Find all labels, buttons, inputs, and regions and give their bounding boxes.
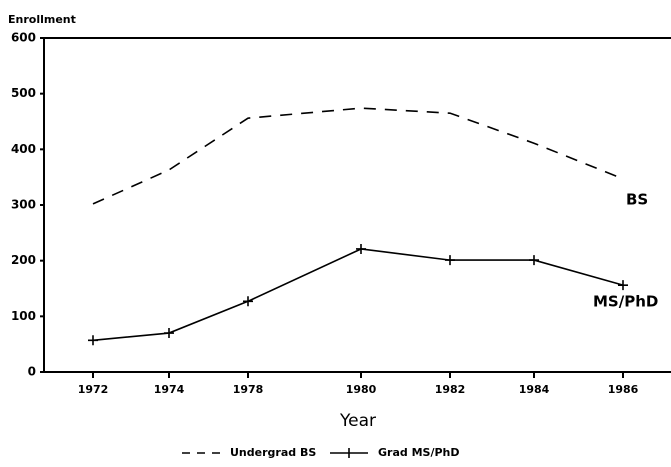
- x-tick-label: 1984: [519, 383, 550, 396]
- x-tick-label: 1974: [154, 383, 185, 396]
- x-tick-label: 1980: [346, 383, 377, 396]
- series-line: [92, 107, 624, 205]
- x-tick-label: 1978: [233, 383, 264, 396]
- series-line: [92, 248, 624, 342]
- point-marker: [356, 243, 366, 254]
- y-tick-label: 400: [11, 142, 36, 156]
- point-marker: [164, 328, 174, 339]
- x-tick-label: 1982: [435, 383, 466, 396]
- annotation: BS: [626, 191, 648, 209]
- legend-label: Grad MS/PhD: [378, 446, 460, 459]
- point-marker: [529, 255, 539, 266]
- point-marker: [618, 280, 628, 291]
- y-tick-label: 500: [11, 86, 36, 100]
- point-marker: [445, 255, 455, 266]
- y-tick-label: 600: [11, 31, 36, 45]
- point-marker: [243, 296, 253, 307]
- y-tick-label: 0: [28, 365, 36, 379]
- x-tick-label: 1986: [608, 383, 639, 396]
- x-tick-label: 1972: [78, 383, 109, 396]
- y-tick-label: 100: [11, 309, 36, 323]
- x-axis-label: Year: [339, 411, 376, 431]
- annotation: MS/PhD: [593, 293, 658, 311]
- y-tick-label: 200: [11, 253, 36, 267]
- plot-frame: [43, 37, 671, 373]
- point-marker: [88, 335, 98, 346]
- y-axis-label: Enrollment: [8, 13, 76, 26]
- legend-label: Undergrad BS: [230, 446, 316, 459]
- y-tick-label: 300: [11, 198, 36, 212]
